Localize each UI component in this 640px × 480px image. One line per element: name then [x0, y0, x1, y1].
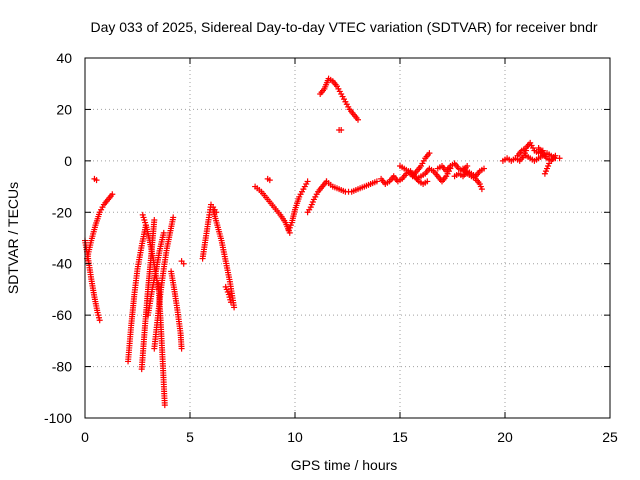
- x-tick-label: 25: [602, 429, 618, 445]
- chart-title: Day 033 of 2025, Sidereal Day-to-day VTE…: [90, 19, 597, 35]
- data-points-layer: [82, 75, 563, 409]
- data-point: [304, 178, 311, 185]
- ticks-layer: [84, 57, 611, 419]
- y-tick-label: 20: [56, 101, 72, 117]
- data-point: [231, 304, 238, 311]
- data-point: [373, 178, 380, 185]
- data-point: [109, 191, 116, 198]
- data-point: [464, 163, 471, 169]
- y-tick-label: -80: [52, 359, 72, 375]
- x-tick-label: 10: [287, 429, 303, 445]
- x-tick-label: 5: [186, 429, 194, 445]
- x-tick-labels: 0 5 10 15 20 25: [81, 429, 618, 445]
- data-point: [227, 299, 234, 306]
- data-point: [266, 177, 273, 184]
- data-point: [478, 186, 485, 193]
- data-point: [556, 155, 563, 162]
- data-point: [552, 152, 559, 159]
- data-point: [151, 217, 158, 223]
- data-point: [424, 178, 431, 185]
- y-tick-label: -20: [52, 204, 72, 220]
- data-point: [338, 127, 345, 133]
- data-point: [178, 345, 185, 352]
- data-point: [180, 260, 187, 267]
- plot-frame: [84, 57, 611, 419]
- data-point: [161, 402, 168, 409]
- x-tick-label: 20: [497, 429, 513, 445]
- y-tick-labels: 40 20 0 -20 -40 -60 -80 -100: [44, 50, 72, 426]
- data-point: [481, 165, 487, 172]
- x-axis-label: GPS time / hours: [291, 457, 398, 473]
- x-tick-label: 15: [392, 429, 408, 445]
- y-tick-label: -40: [52, 256, 72, 272]
- data-point: [160, 229, 167, 236]
- data-point: [96, 317, 103, 324]
- grid-layer: [85, 58, 610, 418]
- data-point: [170, 214, 177, 221]
- data-point: [93, 177, 100, 184]
- data-point: [355, 116, 361, 123]
- data-point: [426, 150, 433, 157]
- y-axis-label: SDTVAR / TECUs: [5, 182, 21, 294]
- y-tick-label: 0: [64, 153, 72, 169]
- x-tick-label: 0: [81, 429, 89, 445]
- data-point: [548, 157, 555, 164]
- y-tick-label: 40: [56, 50, 72, 66]
- y-tick-label: -60: [52, 307, 72, 323]
- y-tick-label: -100: [44, 410, 72, 426]
